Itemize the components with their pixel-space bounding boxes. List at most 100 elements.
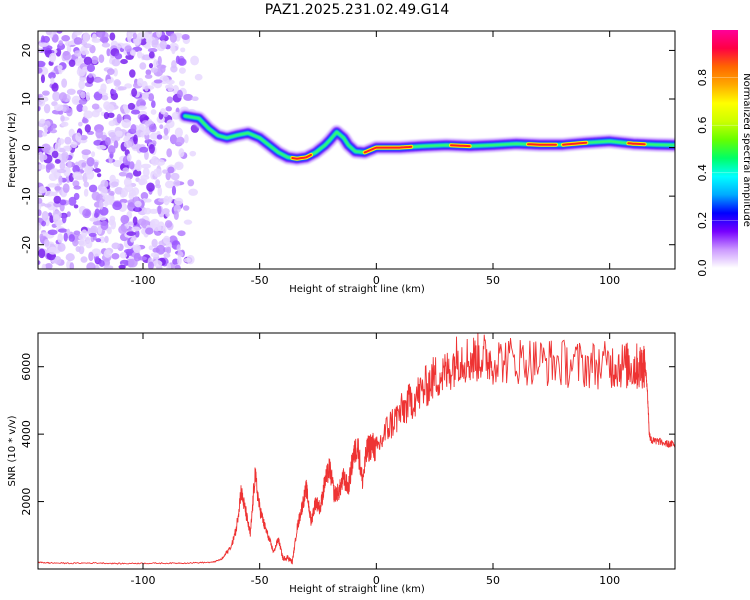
noise-blob [117,86,127,91]
noise-blob [45,31,53,36]
noise-blob [157,55,162,66]
noise-blob [159,40,167,50]
noise-blob [45,262,53,269]
noise-blob [131,226,141,232]
noise-blob [95,238,102,243]
noise-blob [105,136,111,146]
noise-blob [156,134,163,140]
noise-blob [90,225,98,234]
noise-blob [98,199,104,210]
noise-blob [59,199,67,206]
noise-blob [106,78,113,84]
noise-blob [44,239,50,247]
noise-blob [144,207,152,215]
snr-y-tick-label: 2000 [20,488,33,516]
spectrogram-frame [37,30,676,270]
noise-blob [63,166,71,177]
noise-blob [127,258,138,268]
noise-blob [116,113,122,124]
noise-blob [61,213,67,224]
noise-blob [57,233,63,244]
noise-blob [148,51,155,59]
noise-blob [165,171,171,181]
noise-blob [125,54,134,60]
noise-blob [127,33,132,43]
noise-blob [176,244,181,252]
noise-blob [111,253,120,260]
noise-blob [157,186,163,197]
noise-blob [111,89,117,95]
noise-blob [61,151,69,161]
noise-blob [112,160,123,168]
noise-blob [100,83,107,93]
noise-blob [126,153,132,162]
noise-blob [85,240,93,249]
noise-blob [138,123,145,130]
noise-blob [83,43,93,49]
noise-blob [108,190,115,196]
noise-blob [43,124,49,133]
noise-blob [98,216,107,221]
noise-blob [55,220,62,227]
noise-blob [136,98,147,108]
noise-blob [150,155,159,166]
noise-blob [135,161,142,172]
noise-blob [129,49,136,56]
noise-blob [65,253,75,262]
noise-blob [41,220,47,227]
noise-blob [78,79,86,90]
noise-blob [66,88,76,95]
noise-blob [66,107,73,117]
noise-blob [91,248,102,257]
noise-blob [51,33,59,43]
noise-blob [150,67,158,73]
noise-blob [163,195,170,206]
noise-blob [122,104,129,111]
noise-blob [157,205,162,215]
noise-blob [187,179,195,187]
noise-blob [67,160,72,169]
noise-blob [166,148,173,158]
noise-blob [59,161,66,171]
noise-blob [147,48,158,53]
noise-blob [153,168,162,178]
noise-blob [81,149,92,156]
snr-frame [37,332,676,570]
noise-blob [186,254,195,265]
snr-x-tick-label: -50 [251,574,269,587]
noise-blob [191,96,199,102]
noise-blob [41,210,49,221]
noise-blob [42,35,51,43]
noise-blob [90,151,96,158]
noise-blob [51,150,59,159]
noise-blob [131,187,140,196]
noise-blob [123,140,133,148]
colorbar-ticks: 0.0 0.2 0.4 0.6 0.8 [696,69,738,277]
noise-blob [163,253,171,258]
snr-y-tick-label: 4000 [20,420,33,448]
noise-blob [96,145,107,150]
noise-blob [81,229,88,238]
noise-blob [38,67,43,74]
noise-blob [132,216,138,226]
noise-blob [130,109,141,115]
colorbar-tick-label: 0.6 [696,116,709,134]
noise-blob [127,102,136,110]
noise-blob [171,60,177,69]
noise-blob [95,256,100,264]
noise-blob [44,203,52,208]
noise-blob [177,230,186,237]
snr-x-tick-label: 50 [486,574,500,587]
noise-blob [179,79,186,87]
noise-blob [38,197,43,204]
noise-blob [171,45,176,55]
noise-blob [181,33,190,40]
noise-blob [82,105,88,112]
noise-blob [126,251,133,256]
noise-blob [130,237,135,243]
noise-blob [69,262,75,269]
snr-x-label: Height of straight line (km) [289,584,425,595]
spectrogram-x-tick-label: -100 [131,274,156,287]
noise-blob [167,83,174,92]
noise-blob [120,214,130,224]
